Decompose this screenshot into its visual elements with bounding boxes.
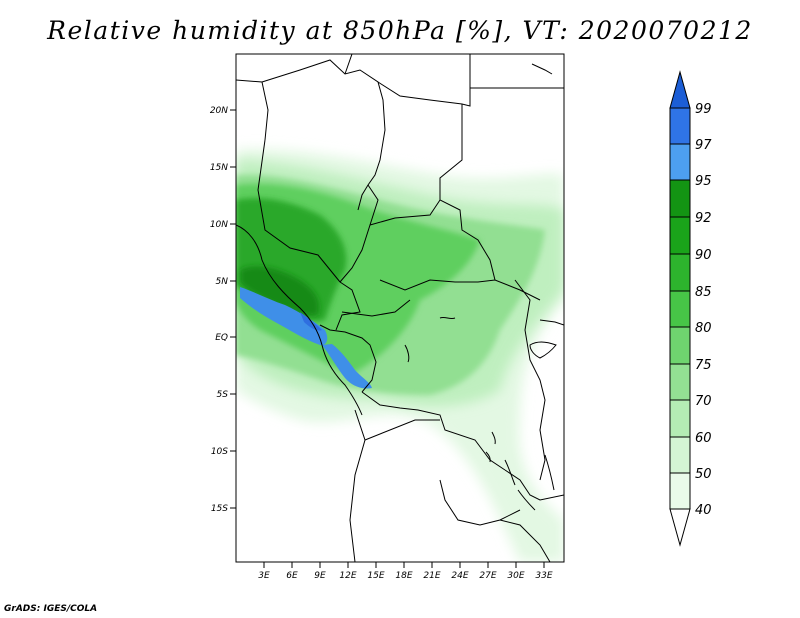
colorbar-label: 92: [695, 211, 712, 226]
boundary-line: [377, 54, 471, 107]
colorbar-label: 85: [695, 285, 712, 300]
lat-label: 10N: [210, 220, 228, 230]
boundary-line: [439, 316, 456, 320]
lat-ticks: [230, 109, 236, 509]
boundary-line: [361, 391, 506, 471]
lon-label: 12E: [339, 571, 356, 581]
boundary-line: [517, 489, 536, 511]
lat-label: 5N: [216, 277, 229, 287]
boundary-line: [349, 409, 366, 562]
lon-label: 6E: [286, 571, 298, 581]
lat-label: 15S: [211, 504, 228, 514]
boundary-line: [539, 319, 564, 326]
boundary-line: [236, 79, 269, 141]
credit-label: GrADS: IGES/COLA: [4, 604, 98, 614]
colorbar-segment: [669, 143, 691, 181]
colorbar-segment: [669, 253, 691, 292]
boundary-line: [319, 324, 377, 393]
boundary-line: [341, 299, 411, 317]
lon-labels: 3E 6E 9E 12E 15E 18E 21E 24E 27E 30E 33E: [258, 571, 553, 581]
boundary-line: [257, 139, 341, 283]
boundary-line: [379, 279, 541, 301]
colorbar-segment: [669, 363, 691, 401]
rh-band-95-south: [322, 344, 372, 389]
rh-band-95: [240, 287, 328, 346]
lat-label: 15N: [210, 163, 228, 173]
boundary-line: [499, 519, 551, 562]
boundary-line: [531, 63, 553, 75]
boundary-line: [514, 279, 546, 481]
boundary-line: [439, 479, 521, 526]
boundary-line: [439, 104, 496, 281]
lon-label: 24E: [451, 571, 468, 581]
colorbar-label: 50: [695, 467, 712, 482]
rh-band-92: [240, 266, 320, 316]
colorbar-label: 40: [695, 503, 712, 518]
lon-label: 15E: [367, 571, 384, 581]
lat-label: 5S: [217, 390, 229, 400]
colorbar-segment: [669, 436, 691, 474]
lon-label: 18E: [395, 571, 412, 581]
boundary-line: [504, 469, 564, 501]
boundary-line: [335, 281, 361, 331]
boundary-line: [404, 344, 410, 363]
colorbar-label: 99: [695, 102, 712, 117]
colorbar-label: 80: [695, 321, 712, 336]
lon-label: 21E: [423, 571, 440, 581]
lon-label: 9E: [314, 571, 326, 581]
boundary-line: [369, 199, 441, 226]
lat-label: 20N: [210, 106, 228, 116]
colorbar-segment: [669, 472, 691, 510]
boundary-line: [504, 459, 516, 486]
boundary-line: [344, 54, 353, 75]
colorbar-segment: [669, 107, 691, 145]
lon-label: 33E: [535, 571, 552, 581]
country-boundaries: [236, 54, 564, 562]
map-frame: [235, 53, 565, 563]
boundary-line: [529, 341, 557, 359]
colorbar-top-arrow: [669, 70, 691, 109]
colorbar-segment: [669, 179, 691, 218]
colorbar-label: 60: [695, 431, 712, 446]
colorbar-label: 90: [695, 248, 712, 263]
boundary-line: [544, 454, 555, 491]
boundary-line: [364, 419, 440, 441]
lon-label: 30E: [507, 571, 524, 581]
colorbar-label: 70: [695, 394, 712, 409]
colorbar-label: 75: [695, 358, 712, 373]
colorbar-segment: [669, 216, 691, 255]
lon-ticks: [263, 562, 545, 568]
colorbar: 99 97 95 92 90 85 80 75 70 60 50 40: [669, 70, 712, 547]
colorbar-bottom-arrow: [669, 508, 691, 547]
boundary-line: [491, 431, 496, 445]
lat-label: EQ: [215, 333, 228, 343]
boundary-line: [485, 451, 491, 463]
lat-label: 10S: [211, 447, 228, 457]
lon-label: 3E: [258, 571, 270, 581]
colorbar-segment: [669, 399, 691, 438]
boundary-line: [339, 184, 379, 283]
humidity-field: [236, 149, 564, 562]
colorbar-segment: [669, 290, 691, 328]
lat-labels: 20N 15N 10N 5N EQ 5S 10S 15S: [210, 106, 228, 514]
colorbar-segment: [669, 326, 691, 365]
lon-label: 27E: [479, 571, 496, 581]
map-title: Relative humidity at 850hPa [%], VT: 202…: [47, 16, 753, 45]
colorbar-label: 97: [695, 138, 712, 153]
boundary-line: [236, 224, 363, 416]
colorbar-label: 95: [695, 174, 712, 189]
